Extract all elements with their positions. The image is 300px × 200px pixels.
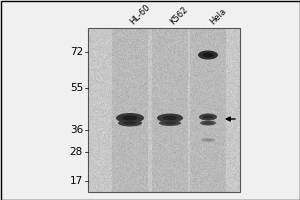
Ellipse shape [202, 53, 214, 57]
Text: 28: 28 [70, 147, 83, 157]
Bar [88, 28, 240, 192]
Ellipse shape [122, 116, 138, 120]
Text: 72: 72 [70, 47, 83, 57]
Ellipse shape [201, 138, 215, 142]
Ellipse shape [199, 114, 217, 120]
Ellipse shape [198, 50, 218, 60]
Ellipse shape [118, 119, 142, 127]
Text: HL-60: HL-60 [128, 2, 152, 26]
Text: Hela: Hela [208, 6, 228, 26]
Ellipse shape [204, 122, 212, 124]
Ellipse shape [203, 115, 213, 119]
Ellipse shape [157, 114, 183, 122]
Ellipse shape [123, 121, 136, 125]
Ellipse shape [204, 139, 212, 141]
Text: 55: 55 [70, 83, 83, 93]
Text: 36: 36 [70, 125, 83, 135]
Text: 17: 17 [70, 176, 83, 186]
Text: K562: K562 [168, 5, 190, 26]
Ellipse shape [159, 120, 181, 126]
Ellipse shape [163, 116, 177, 120]
Ellipse shape [164, 121, 176, 124]
Ellipse shape [200, 120, 216, 126]
Ellipse shape [116, 113, 144, 123]
